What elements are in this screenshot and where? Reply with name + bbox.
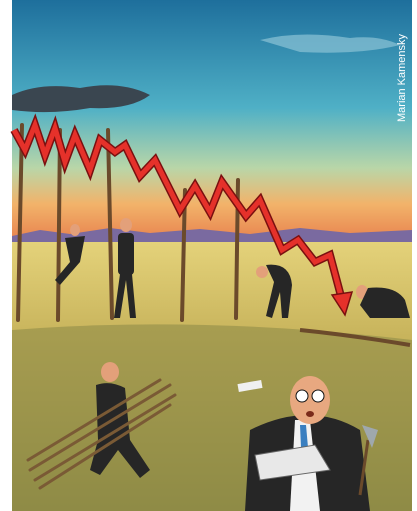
credit: Marian Kamensky (396, 33, 408, 122)
sticks (16, 123, 240, 322)
arrow-head (330, 291, 354, 317)
scene (10, 0, 412, 511)
fallen-stick (299, 328, 411, 347)
cloud (12, 85, 150, 113)
cloud (260, 34, 400, 53)
stick-bundle (26, 378, 177, 490)
figures (55, 218, 410, 511)
arrow (11, 117, 345, 301)
paper (237, 379, 263, 393)
